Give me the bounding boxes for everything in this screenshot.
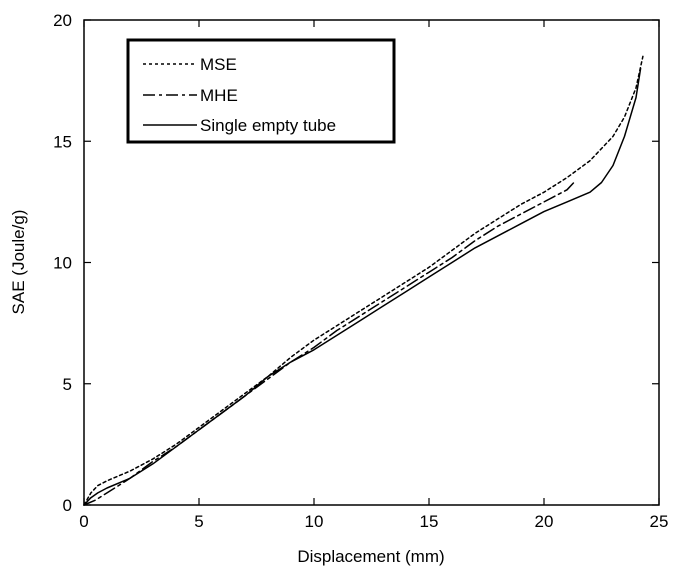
legend-label-mhe: MHE [200,86,238,105]
x-axis-title: Displacement (mm) [297,547,444,566]
y-tick-label: 15 [53,132,72,151]
y-tick-label: 5 [63,375,72,394]
x-tick-label: 0 [79,512,88,531]
series-line-mse [83,55,644,506]
series-line-mhe [83,181,575,506]
x-tick-label: 10 [305,512,324,531]
tick-labels: 0 5 10 15 20 25 0 5 10 15 20 [53,11,668,531]
legend-label-single-empty-tube: Single empty tube [200,116,336,135]
x-tick-label: 15 [420,512,439,531]
series-layer [83,55,644,506]
legend: MSE MHE Single empty tube [126,38,396,144]
y-tick-label: 0 [63,496,72,515]
x-tick-label: 20 [535,512,554,531]
y-tick-label: 20 [53,11,72,30]
series-line-single-empty-tube [83,67,642,506]
y-axis-title: SAE (Joule/g) [9,210,28,315]
legend-label-mse: MSE [200,55,237,74]
y-tick-label: 10 [53,254,72,273]
x-tick-label: 25 [650,512,669,531]
x-tick-label: 5 [194,512,203,531]
